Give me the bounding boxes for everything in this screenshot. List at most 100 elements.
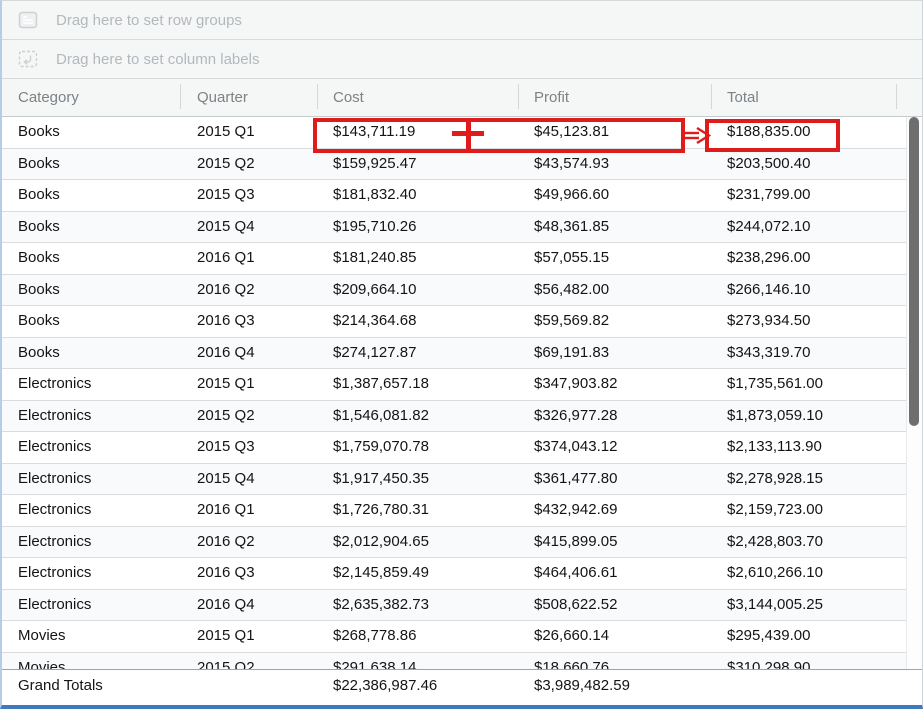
cell-cost: $268,778.86 [333,627,417,644]
column-header-cost[interactable]: Cost [333,89,364,106]
table-row[interactable]: Books 2015 Q2 $159,925.47 $43,574.93 $203,50… [2,148,922,180]
table-row[interactable]: Books 2015 Q3 $181,832.40 $49,966.60 $231,79… [2,180,922,212]
cell-cost: $274,127.87 [333,343,417,361]
row-groups-label: Drag here to set row groups [56,11,242,29]
cell-category: Books [18,186,60,203]
column-header-row: Category Quarter Cost Profit Total [2,79,922,117]
cell-category: Books [18,280,60,298]
cell-profit: $56,482.00 [534,280,610,298]
cell-profit: $508,622.52 [534,595,618,613]
table-row[interactable]: Movies 2015 Q1 $268,778.86 $26,660.14 $295,4… [2,621,922,653]
column-header-quarter[interactable]: Quarter [197,89,248,106]
cell-quarter: 2016 Q3 [197,564,255,581]
header-separator [711,84,712,109]
cell-profit: $326,977.28 [534,406,618,424]
cell-total: $188,835.00 [727,123,811,140]
cell-total: $2,610,266.10 [727,564,823,581]
table-row[interactable]: Books 2016 Q2 $209,664.10 $56,482.00 $266,14… [2,274,922,306]
cell-total: $2,278,928.15 [727,469,823,487]
cell-total: $295,439.00 [727,627,811,644]
cell-cost: $2,145,859.49 [333,564,429,581]
table-row[interactable]: Electronics 2016 Q1 $1,726,780.31 $432,942.… [2,495,922,527]
cell-category: Electronics [18,469,92,487]
cell-quarter: 2016 Q3 [197,312,255,329]
table-row[interactable]: Electronics 2015 Q1 $1,387,657.18 $347,903.… [2,369,922,401]
cell-category: Books [18,217,60,235]
cell-cost: $209,664.10 [333,280,417,298]
table-row[interactable]: Books 2015 Q1 $143,711.19 $45,123.81 $188,83… [2,117,922,149]
cell-total: $203,500.40 [727,154,811,172]
cell-cost: $143,711.19 [333,123,416,140]
cell-cost: $1,726,780.31 [333,501,429,518]
cell-category: Electronics [18,532,92,550]
table-row[interactable]: Movies 2015 Q2 $291,638.14 $18,660.76 $310,2… [2,652,922,670]
cell-total: $310,298.90 [727,658,811,670]
cell-category: Movies [18,658,66,670]
table-row[interactable]: Electronics 2016 Q4 $2,635,382.73 $508,622.… [2,589,922,621]
cell-total: $2,159,723.00 [727,501,823,518]
rows-container: Books 2015 Q1 $143,711.19 $45,123.81 $188,83… [2,117,922,669]
column-labels-label: Drag here to set column labels [56,50,260,68]
table-row[interactable]: Books 2015 Q4 $195,710.26 $48,361.85 $244,07… [2,211,922,243]
table-row[interactable]: Electronics 2016 Q3 $2,145,859.49 $464,406.… [2,558,922,590]
table-row[interactable]: Books 2016 Q4 $274,127.87 $69,191.83 $343,31… [2,337,922,369]
column-labels-dropzone[interactable]: Drag here to set column labels [2,40,922,79]
cell-cost: $2,635,382.73 [333,595,429,613]
cell-category: Electronics [18,375,92,392]
cell-profit: $48,361.85 [534,217,610,235]
cell-profit: $374,043.12 [534,438,618,455]
cell-quarter: 2016 Q4 [197,343,255,361]
table-row[interactable]: Electronics 2015 Q2 $1,546,081.82 $326,977.… [2,400,922,432]
grand-totals-label: Grand Totals [18,677,103,694]
cell-total: $238,296.00 [727,249,811,266]
cell-cost: $214,364.68 [333,312,417,329]
table-row[interactable]: Electronics 2016 Q2 $2,012,904.65 $415,899.… [2,526,922,558]
cell-cost: $1,387,657.18 [333,375,429,392]
cell-total: $266,146.10 [727,280,811,298]
cell-cost: $2,012,904.65 [333,532,429,550]
cell-category: Books [18,343,60,361]
cell-quarter: 2015 Q3 [197,438,255,455]
cell-category: Books [18,249,60,266]
cell-profit: $361,477.80 [534,469,618,487]
cell-profit: $347,903.82 [534,375,618,392]
cell-quarter: 2015 Q1 [197,627,255,644]
header-separator [518,84,519,109]
row-groups-dropzone[interactable]: Drag here to set row groups [2,1,922,40]
cell-quarter: 2016 Q1 [197,501,255,518]
cell-quarter: 2015 Q4 [197,217,255,235]
grand-totals-profit: $3,989,482.59 [534,677,630,694]
cell-category: Electronics [18,564,92,581]
cell-total: $343,319.70 [727,343,811,361]
cell-total: $3,144,005.25 [727,595,823,613]
cell-total: $2,133,113.90 [727,438,822,455]
table-row[interactable]: Books 2016 Q3 $214,364.68 $59,569.82 $273,93… [2,306,922,338]
cell-quarter: 2015 Q3 [197,186,255,203]
header-separator [896,84,897,109]
table-row[interactable]: Electronics 2015 Q3 $1,759,070.78 $374,043.… [2,432,922,464]
cell-total: $1,873,059.10 [727,406,823,424]
cell-cost: $1,546,081.82 [333,406,429,424]
cell-cost: $181,832.40 [333,186,417,203]
pinned-grand-totals-row: Grand Totals $22,386,987.46 $3,989,482.5… [2,669,922,702]
column-header-total[interactable]: Total [727,89,759,106]
vertical-scrollbar[interactable] [906,117,922,669]
column-header-profit[interactable]: Profit [534,89,570,106]
table-row[interactable]: Books 2016 Q1 $181,240.85 $57,055.15 $238,29… [2,243,922,275]
cell-quarter: 2015 Q4 [197,469,255,487]
header-separator [317,84,318,109]
cell-profit: $26,660.14 [534,627,610,644]
cell-quarter: 2016 Q1 [197,249,255,266]
column-header-category[interactable]: Category [18,89,79,106]
cell-category: Electronics [18,595,92,613]
table-body: Books 2015 Q1 $143,711.19 $45,123.81 $188,83… [2,117,922,669]
cell-profit: $18,660.76 [534,658,610,670]
scrollbar-thumb[interactable] [909,117,919,426]
cell-cost: $1,917,450.35 [333,469,429,487]
table-row[interactable]: Electronics 2015 Q4 $1,917,450.35 $361,477.… [2,463,922,495]
cell-category: Books [18,312,60,329]
cell-profit: $69,191.83 [534,343,610,361]
cell-profit: $59,569.82 [534,312,610,329]
cell-category: Movies [18,627,66,644]
